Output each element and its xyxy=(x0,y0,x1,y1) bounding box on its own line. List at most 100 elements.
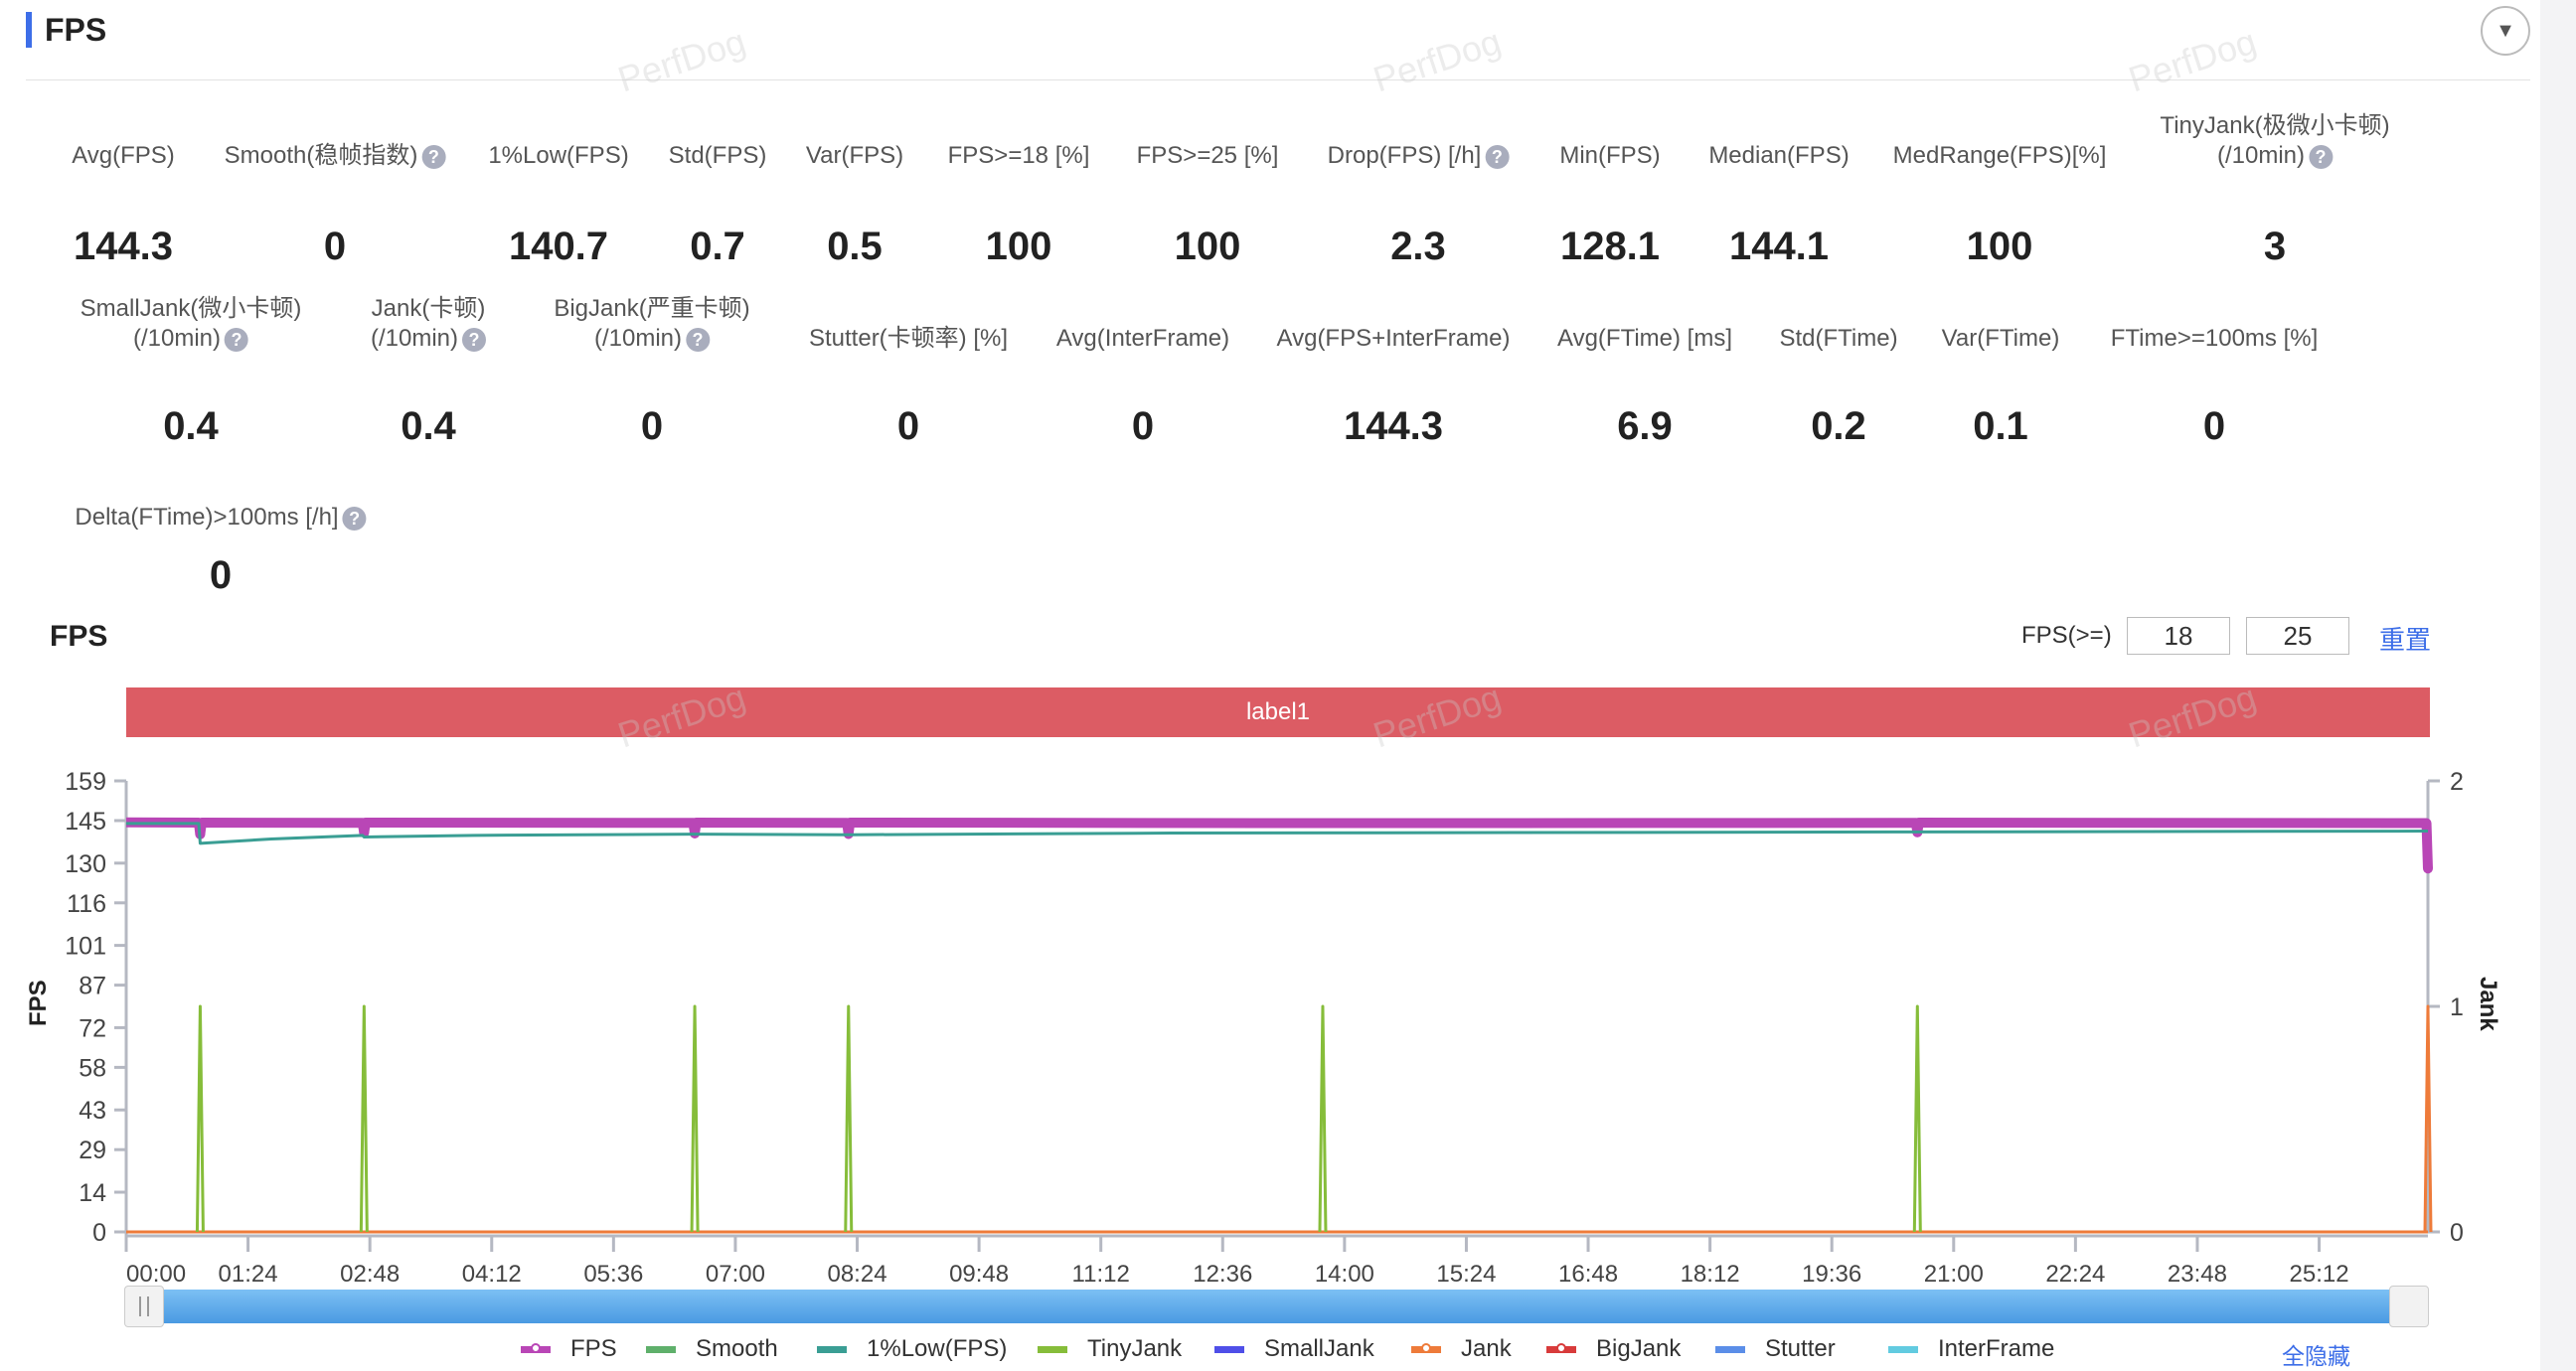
legend-item[interactable]: FPS xyxy=(521,1335,617,1363)
help-icon[interactable]: ? xyxy=(225,327,249,352)
label-bar[interactable]: label1 xyxy=(126,687,2430,737)
metric: Avg(FPS) 144.3 xyxy=(72,141,175,268)
metric-value: 0.4 xyxy=(163,404,219,448)
y-axis-label: FPS xyxy=(25,980,52,1026)
divider xyxy=(26,79,2530,80)
metric-label: Avg(FPS) xyxy=(72,142,175,169)
legend-item[interactable]: Stutter xyxy=(1715,1335,1836,1363)
metric-label: Std(FPS) xyxy=(668,142,767,169)
section-accent-bar xyxy=(26,12,32,48)
metric-label-unit: (/10min) xyxy=(2216,142,2306,169)
legend-label: Smooth xyxy=(696,1335,778,1362)
metric: SmallJank(微小卡顿) (/10min)? 0.4 xyxy=(80,294,302,448)
legend-label: InterFrame xyxy=(1938,1335,2055,1362)
x-tick-label: 25:12 xyxy=(2290,1261,2349,1288)
y2-tick-label: 2 xyxy=(2450,768,2464,796)
series-line-1-low-fps- xyxy=(126,822,2429,845)
metric: FPS>=18 [%] 100 xyxy=(947,141,1090,268)
legend-item[interactable]: Smooth xyxy=(646,1335,778,1363)
legend-item[interactable]: Jank xyxy=(1411,1335,1512,1363)
metric-value: 3 xyxy=(2263,225,2287,268)
help-icon[interactable]: ? xyxy=(686,327,711,352)
metric-label: Avg(FPS+InterFrame) xyxy=(1276,325,1511,352)
y-tick-label: 14 xyxy=(79,1179,106,1207)
metric-label: Min(FPS) xyxy=(1559,142,1661,169)
metric-label: Avg(InterFrame) xyxy=(1055,325,1230,352)
metric: Delta(FTime)>100ms [/h]? 0 xyxy=(75,503,367,597)
metric-label: Drop(FPS) [/h] xyxy=(1327,142,1482,169)
x-tick-label: 08:24 xyxy=(827,1261,886,1288)
legend-swatch-icon xyxy=(1214,1345,1244,1353)
fps-threshold-2-input[interactable] xyxy=(2246,617,2349,655)
metric-label: BigJank(严重卡顿) xyxy=(554,295,750,322)
collapse-button[interactable]: ▼ xyxy=(2481,6,2530,56)
metric: Var(FTime) 0.1 xyxy=(1942,324,2060,448)
y2-tick-label: 1 xyxy=(2450,993,2464,1021)
fps-threshold-label: FPS(>=) xyxy=(2021,622,2112,649)
watermark: PerfDog xyxy=(612,20,751,100)
series-line-jank xyxy=(2423,1004,2433,1233)
x-tick-label: 23:48 xyxy=(2168,1261,2227,1288)
metric-label: Avg(FTime) [ms] xyxy=(1556,325,1733,352)
help-icon[interactable]: ? xyxy=(421,144,446,169)
section-title: FPS xyxy=(45,12,107,48)
legend-swatch-icon xyxy=(1715,1345,1745,1353)
metric-value: 0.5 xyxy=(827,225,883,268)
metric: Avg(FPS+InterFrame) 144.3 xyxy=(1276,324,1511,448)
y-tick-label: 0 xyxy=(92,1219,106,1247)
slider-right-handle[interactable] xyxy=(2389,1286,2429,1327)
x-tick-label: 04:12 xyxy=(462,1261,522,1288)
fps-threshold-1-input[interactable] xyxy=(2127,617,2230,655)
y2-tick-label: 0 xyxy=(2450,1219,2464,1247)
metric-value: 0 xyxy=(640,404,664,448)
metric-label: MedRange(FPS)[%] xyxy=(1892,142,2107,169)
time-range-slider[interactable] xyxy=(124,1286,2429,1327)
metric-label: TinyJank(极微小卡顿) xyxy=(2160,112,2390,139)
slider-left-handle[interactable] xyxy=(124,1286,164,1327)
metric-value: 100 xyxy=(1174,225,1241,268)
metric-value: 144.3 xyxy=(1343,404,1444,448)
help-icon[interactable]: ? xyxy=(1485,144,1510,169)
x-tick-label: 22:24 xyxy=(2045,1261,2105,1288)
metric-label-unit: (/10min) xyxy=(370,325,459,352)
metric: Min(FPS) 128.1 xyxy=(1559,141,1661,268)
help-icon[interactable]: ? xyxy=(2309,144,2334,169)
metric: Jank(卡顿) (/10min)? 0.4 xyxy=(370,294,487,448)
watermark: PerfDog xyxy=(1368,20,1507,100)
series-line-fps xyxy=(125,817,2433,869)
metric: Smooth(稳帧指数)? 0 xyxy=(225,141,446,268)
hide-all-link[interactable]: 全隐藏 xyxy=(2282,1343,2350,1369)
metric-label: SmallJank(微小卡顿) xyxy=(80,295,302,322)
page-scrollbar[interactable] xyxy=(2540,0,2576,1371)
help-icon[interactable]: ? xyxy=(342,506,367,531)
metric-value: 0.2 xyxy=(1811,404,1866,448)
metric-label: FPS>=18 [%] xyxy=(947,142,1090,169)
legend-label: SmallJank xyxy=(1264,1335,1374,1362)
legend-item[interactable]: BigJank xyxy=(1546,1335,1681,1363)
legend-item[interactable]: TinyJank xyxy=(1038,1335,1182,1363)
metric-value: 2.3 xyxy=(1390,225,1446,268)
legend-item[interactable]: InterFrame xyxy=(1888,1335,2054,1363)
y-tick-label: 116 xyxy=(67,890,106,918)
help-icon[interactable]: ? xyxy=(462,327,487,352)
legend-item[interactable]: 1%Low(FPS) xyxy=(817,1335,1007,1363)
metric-label-unit: (/10min) xyxy=(593,325,683,352)
metric-value: 144.3 xyxy=(73,225,174,268)
y-tick-label: 159 xyxy=(65,768,106,796)
metric-label: Var(FPS) xyxy=(805,142,904,169)
legend-label: Stutter xyxy=(1765,1335,1836,1362)
fps-chart: 0 14 29 43 58 72 87 101 116 130 145 159 0 1 2 00:00 01:2… xyxy=(25,768,2501,1288)
reset-link[interactable]: 重置 xyxy=(2379,625,2432,655)
metric-value: 0.4 xyxy=(401,404,456,448)
legend-item[interactable]: SmallJank xyxy=(1214,1335,1374,1363)
metric: FTime>=100ms [%] 0 xyxy=(2111,324,2319,448)
y-tick-label: 43 xyxy=(79,1097,106,1125)
metric-value: 100 xyxy=(985,225,1052,268)
watermark: PerfDog xyxy=(2123,20,2262,100)
metric-value: 0.7 xyxy=(690,225,745,268)
metric: Avg(FTime) [ms] 6.9 xyxy=(1556,324,1733,448)
legend-swatch-icon xyxy=(1546,1342,1576,1353)
metric-value: 6.9 xyxy=(1617,404,1673,448)
metric-value: 0 xyxy=(323,225,347,268)
metric: Std(FPS) 0.7 xyxy=(668,141,767,268)
